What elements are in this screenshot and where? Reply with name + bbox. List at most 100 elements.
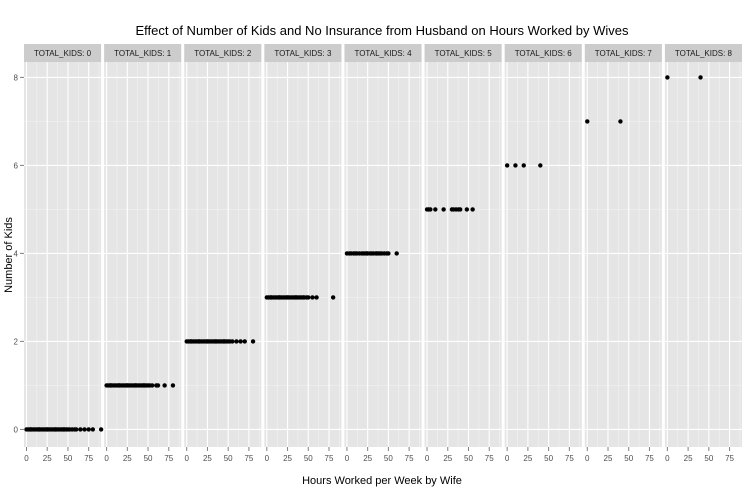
facet-panel: TOTAL_KIDS: 1 0 25 50 75 bbox=[104, 44, 182, 463]
y-tick-label: 4 bbox=[14, 249, 19, 258]
x-tick-label: 50 bbox=[464, 454, 473, 463]
x-tick-label: 25 bbox=[684, 454, 693, 463]
y-tick-label: 2 bbox=[14, 337, 19, 346]
data-point bbox=[618, 119, 623, 124]
plot-background bbox=[184, 62, 262, 447]
plot-background bbox=[104, 62, 182, 447]
plot-background bbox=[24, 62, 102, 447]
data-point bbox=[470, 207, 475, 212]
facet-panels: TOTAL_KIDS: 0 0 25 50 75 TOTAL_KIDS: 1 0 25 50 75… bbox=[24, 44, 742, 463]
facet-strip-label: TOTAL_KIDS: 7 bbox=[595, 49, 653, 58]
x-tick-label: 0 bbox=[425, 454, 430, 463]
data-point bbox=[170, 383, 176, 388]
x-tick-label: 75 bbox=[164, 454, 173, 463]
data-point bbox=[433, 207, 438, 212]
data-point bbox=[242, 339, 247, 344]
x-tick-label: 75 bbox=[725, 454, 734, 463]
x-tick-label: 50 bbox=[224, 454, 233, 463]
y-axis-title: Number of Kids bbox=[3, 217, 15, 293]
data-point bbox=[162, 383, 167, 388]
facet-strip bbox=[344, 44, 422, 62]
y-tick-label: 6 bbox=[14, 161, 19, 170]
facet-strip-label: TOTAL_KIDS: 8 bbox=[675, 49, 733, 58]
x-tick-label: 25 bbox=[604, 454, 613, 463]
plot-background bbox=[264, 62, 342, 447]
data-point bbox=[306, 295, 311, 300]
data-point bbox=[585, 119, 590, 124]
facet-strip bbox=[664, 44, 742, 62]
x-axis-title: Hours Worked per Week by Wife bbox=[302, 475, 462, 487]
plot-background bbox=[664, 62, 742, 447]
data-point bbox=[538, 163, 543, 168]
data-point bbox=[86, 427, 91, 432]
x-tick-label: 75 bbox=[485, 454, 494, 463]
x-tick-label: 0 bbox=[24, 454, 29, 463]
data-point bbox=[458, 207, 463, 212]
facet-strip-label: TOTAL_KIDS: 0 bbox=[34, 49, 92, 58]
data-point bbox=[250, 339, 256, 344]
x-tick-label: 25 bbox=[123, 454, 132, 463]
data-point bbox=[90, 427, 96, 432]
x-tick-label: 0 bbox=[104, 454, 109, 463]
x-tick-label: 50 bbox=[144, 454, 153, 463]
data-point bbox=[82, 427, 87, 432]
data-point bbox=[155, 383, 161, 388]
data-point bbox=[504, 163, 510, 168]
data-point bbox=[230, 339, 235, 344]
data-point bbox=[665, 75, 670, 80]
plot-background bbox=[584, 62, 662, 447]
x-tick-label: 25 bbox=[363, 454, 372, 463]
x-tick-label: 25 bbox=[443, 454, 452, 463]
facet-strip bbox=[504, 44, 582, 62]
x-tick-label: 25 bbox=[203, 454, 212, 463]
data-point bbox=[74, 427, 79, 432]
x-tick-label: 25 bbox=[523, 454, 532, 463]
x-tick-label: 25 bbox=[283, 454, 292, 463]
x-tick-label: 0 bbox=[505, 454, 510, 463]
x-tick-label: 25 bbox=[43, 454, 52, 463]
facet-strip-label: TOTAL_KIDS: 6 bbox=[515, 49, 573, 58]
facet-strip-label: TOTAL_KIDS: 4 bbox=[354, 49, 412, 58]
data-point bbox=[98, 427, 104, 432]
x-tick-label: 0 bbox=[585, 454, 590, 463]
data-point bbox=[698, 75, 703, 80]
x-tick-label: 75 bbox=[325, 454, 334, 463]
data-point bbox=[330, 295, 336, 300]
data-point bbox=[441, 207, 446, 212]
data-point bbox=[394, 251, 399, 256]
facet-strip bbox=[264, 44, 342, 62]
y-axis: 0 2 4 6 8 bbox=[14, 73, 24, 434]
data-point bbox=[150, 383, 155, 388]
facet-panel: TOTAL_KIDS: 5 0 25 50 75 bbox=[424, 44, 502, 463]
x-tick-label: 0 bbox=[265, 454, 270, 463]
data-point bbox=[428, 207, 433, 212]
facet-strip bbox=[104, 44, 182, 62]
x-tick-label: 0 bbox=[184, 454, 189, 463]
facet-panel: TOTAL_KIDS: 3 0 25 50 75 bbox=[264, 44, 342, 463]
chart-title: Effect of Number of Kids and No Insuranc… bbox=[135, 23, 629, 38]
facet-strip bbox=[24, 44, 102, 62]
x-tick-label: 50 bbox=[624, 454, 633, 463]
facet-strip bbox=[424, 44, 502, 62]
data-point bbox=[521, 163, 526, 168]
data-point bbox=[234, 339, 239, 344]
x-tick-label: 75 bbox=[405, 454, 414, 463]
data-point bbox=[78, 427, 83, 432]
facet-panel: TOTAL_KIDS: 2 0 25 50 75 bbox=[184, 44, 262, 463]
x-tick-label: 50 bbox=[304, 454, 313, 463]
y-tick-label: 0 bbox=[14, 425, 19, 434]
x-tick-label: 50 bbox=[704, 454, 713, 463]
x-tick-label: 0 bbox=[345, 454, 350, 463]
facet-panel: TOTAL_KIDS: 4 0 25 50 75 bbox=[344, 44, 422, 463]
facet-strip bbox=[584, 44, 662, 62]
x-tick-label: 75 bbox=[84, 454, 93, 463]
facet-panel: TOTAL_KIDS: 0 0 25 50 75 bbox=[24, 44, 104, 463]
x-tick-label: 75 bbox=[645, 454, 654, 463]
facet-panel: TOTAL_KIDS: 6 0 25 50 75 bbox=[504, 44, 582, 463]
facet-strip bbox=[184, 44, 262, 62]
data-point bbox=[314, 295, 319, 300]
facet-strip-label: TOTAL_KIDS: 5 bbox=[435, 49, 493, 58]
plot-background bbox=[424, 62, 502, 447]
data-point bbox=[464, 207, 470, 212]
